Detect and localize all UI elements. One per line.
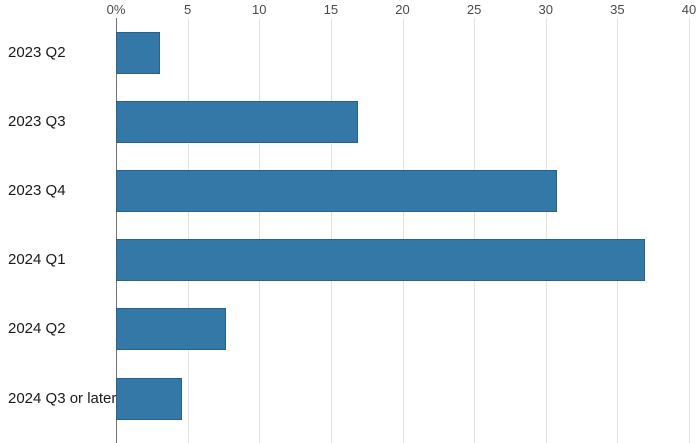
- bar-2024-q2: [116, 308, 227, 351]
- category-label: 2024 Q2: [8, 320, 66, 338]
- x-tick-label: 15: [323, 2, 339, 17]
- gridline: [617, 18, 619, 443]
- x-tick-label: 10: [252, 2, 267, 17]
- bar-2023-q3: [116, 100, 359, 143]
- category-label: 2023 Q2: [8, 43, 66, 61]
- category-label: 2023 Q4: [8, 182, 66, 199]
- x-tick-label: 20: [395, 2, 410, 17]
- x-axis-zero-spine: [116, 18, 117, 443]
- x-tick-label: 40: [681, 2, 697, 17]
- category-label: 2023 Q3: [8, 112, 66, 130]
- x-tick-label: 35: [610, 2, 625, 17]
- x-tick-label: 30: [538, 2, 553, 17]
- bar-2024-q3-or-later: [116, 377, 182, 420]
- x-tick-label: 0%: [106, 2, 126, 17]
- gridline: [474, 18, 476, 443]
- gridline: [545, 18, 547, 443]
- category-label: 2024 Q3 or later: [8, 389, 117, 407]
- bar-2023-q4: [116, 170, 558, 212]
- gridline: [187, 18, 189, 443]
- gridline: [689, 18, 690, 443]
- gridline: [402, 18, 404, 443]
- gridline: [259, 18, 261, 443]
- x-tick-label: 5: [184, 2, 192, 17]
- bar-2023-q2: [116, 31, 161, 74]
- x-tick-label: 25: [466, 2, 482, 17]
- gridline: [330, 18, 332, 443]
- bar-2024-q1: [116, 239, 645, 282]
- category-label: 2024 Q1: [8, 251, 66, 269]
